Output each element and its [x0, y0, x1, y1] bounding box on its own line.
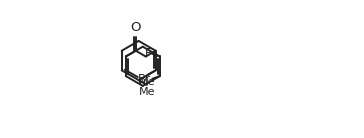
Text: Me: Me	[139, 77, 155, 87]
Text: Br: Br	[138, 73, 151, 86]
Text: Me: Me	[139, 87, 156, 97]
Text: O: O	[131, 21, 141, 34]
Text: F: F	[145, 47, 151, 60]
